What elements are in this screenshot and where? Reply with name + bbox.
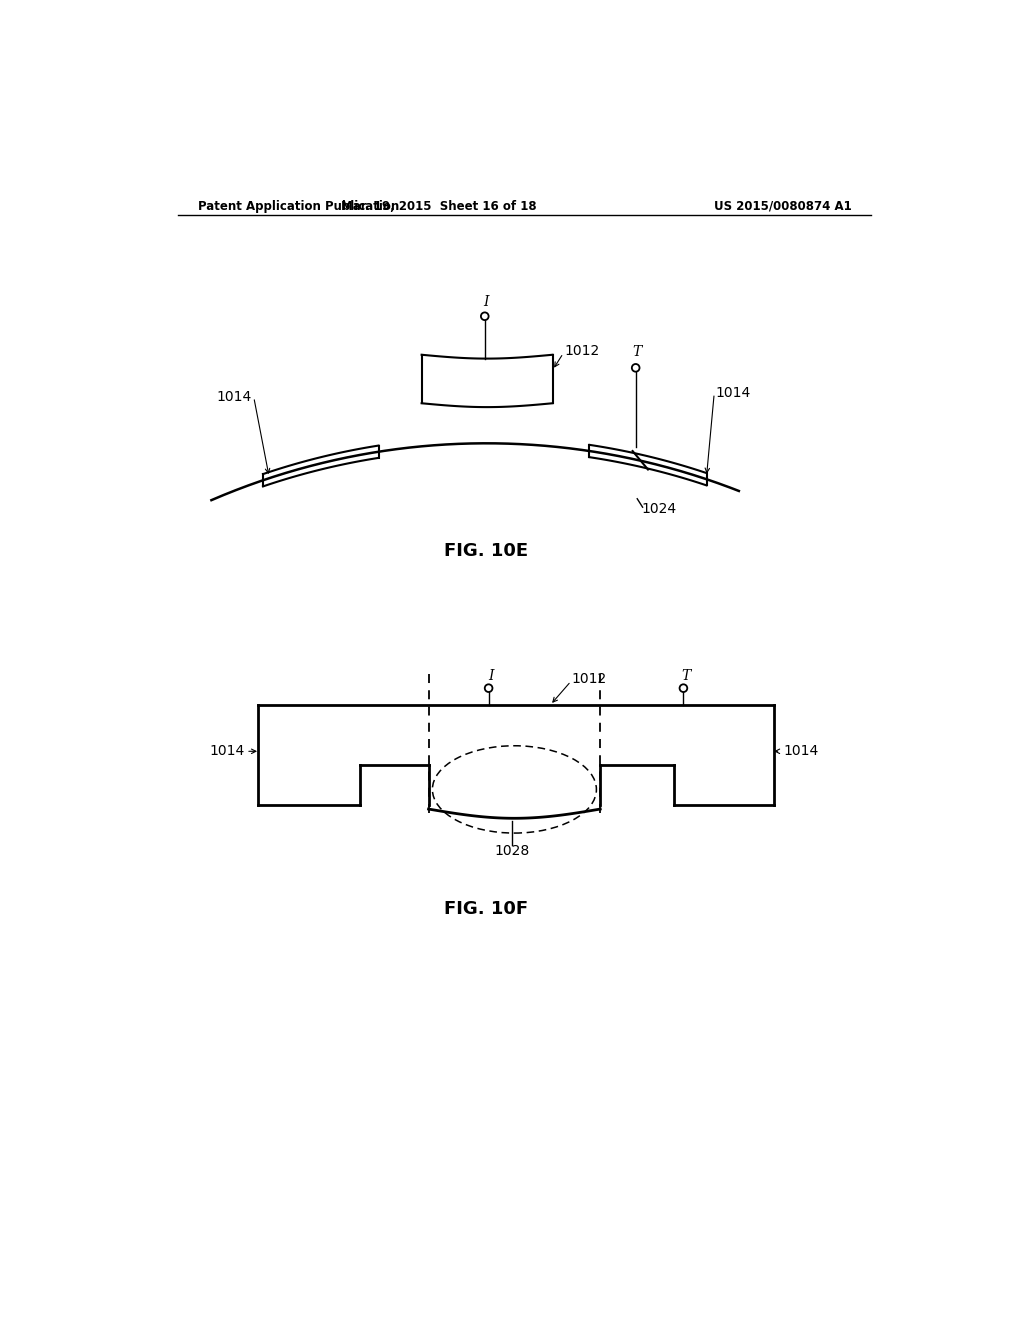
Text: I: I <box>483 296 489 309</box>
Text: FIG. 10E: FIG. 10E <box>444 543 528 560</box>
Text: T: T <box>681 669 690 682</box>
Text: 1014: 1014 <box>216 391 252 404</box>
Text: US 2015/0080874 A1: US 2015/0080874 A1 <box>714 199 851 213</box>
Text: 1012: 1012 <box>571 672 606 686</box>
Text: 1028: 1028 <box>495 845 530 858</box>
Text: 1024: 1024 <box>641 502 676 516</box>
Text: FIG. 10F: FIG. 10F <box>444 900 528 919</box>
Text: Mar. 19, 2015  Sheet 16 of 18: Mar. 19, 2015 Sheet 16 of 18 <box>341 199 537 213</box>
Text: 1012: 1012 <box>564 345 599 358</box>
Text: T: T <box>633 346 642 359</box>
Text: 1014: 1014 <box>783 744 819 758</box>
Text: I: I <box>488 669 494 682</box>
Text: 1014: 1014 <box>716 387 751 400</box>
Text: 1014: 1014 <box>209 744 245 758</box>
Text: Patent Application Publication: Patent Application Publication <box>199 199 399 213</box>
